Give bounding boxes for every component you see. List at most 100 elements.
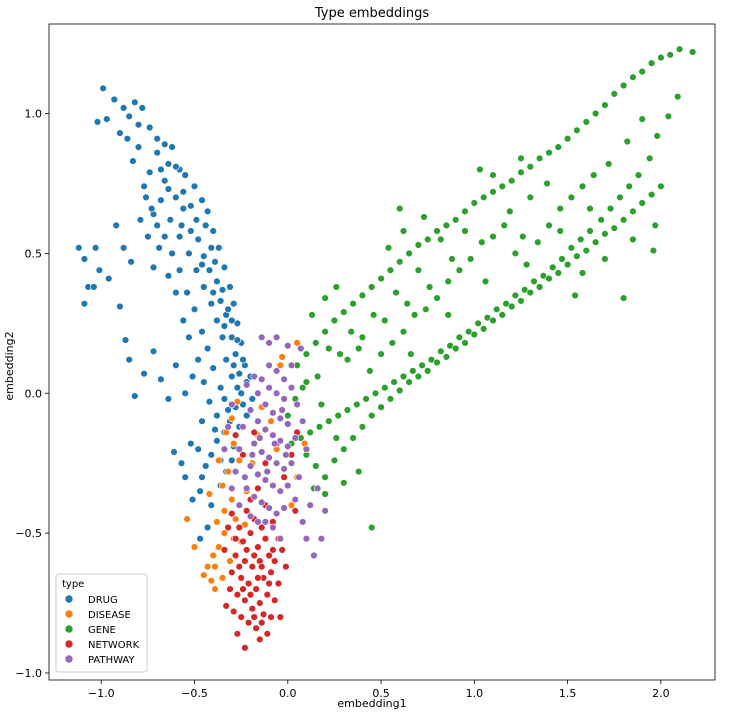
point-gene-186 [444, 311, 452, 319]
point-pathway-25 [284, 481, 292, 490]
point-network-28 [233, 630, 242, 638]
legend-label-disease: DISEASE [88, 610, 131, 621]
point-drug-113 [190, 305, 199, 313]
point-pathway-24 [276, 487, 284, 495]
point-gene-88 [330, 456, 339, 465]
point-network-46 [258, 618, 266, 627]
point-gene-18 [461, 207, 469, 216]
point-drug-14 [181, 171, 189, 179]
point-gene-115 [582, 246, 590, 255]
point-gene-30 [573, 126, 581, 135]
point-pathway-13 [291, 434, 299, 442]
point-gene-53 [576, 235, 585, 244]
point-drug-3 [131, 98, 139, 107]
point-gene-92 [368, 411, 376, 420]
y-tick-label: 0.5 [25, 247, 43, 260]
point-drug-89 [157, 196, 165, 204]
point-drug-55 [188, 495, 197, 504]
point-drug-133 [222, 356, 230, 364]
point-gene-125 [619, 294, 628, 302]
point-gene-118 [610, 224, 618, 232]
point-gene-139 [403, 300, 411, 308]
point-drug-60 [80, 255, 89, 263]
x-axis: −1.0 −0.5 0.0 0.5 1.0 1.5 2.0 [88, 680, 670, 700]
point-disease-31 [287, 501, 296, 509]
point-gene-86 [312, 462, 320, 470]
point-gene-81 [315, 423, 324, 431]
point-drug-71 [121, 336, 130, 344]
point-gene-73 [390, 378, 398, 386]
point-gene-6 [349, 300, 357, 308]
point-gene-72 [399, 372, 408, 381]
point-network-31 [222, 602, 230, 610]
point-gene-56 [548, 263, 557, 272]
point-gene-131 [506, 207, 514, 216]
point-gene-176 [589, 171, 598, 179]
point-drug-47 [213, 437, 221, 445]
point-drug-94 [192, 216, 201, 224]
point-gene-181 [355, 467, 363, 476]
point-pathway-21 [254, 470, 262, 479]
point-network-19 [241, 596, 249, 604]
point-network-44 [271, 596, 279, 604]
point-gene-166 [478, 238, 486, 246]
point-gene-120 [629, 207, 637, 216]
point-gene-198 [399, 227, 408, 235]
point-drug-129 [200, 283, 208, 291]
point-drug-28 [153, 149, 161, 157]
point-pathway-5 [269, 409, 277, 417]
point-gene-44 [664, 112, 673, 121]
point-pathway-44 [299, 417, 307, 425]
point-drug-78 [172, 361, 180, 369]
points-layer [75, 45, 697, 652]
point-pathway-38 [250, 372, 258, 381]
x-tick-label: −1.0 [88, 687, 115, 700]
point-drug-99 [224, 305, 232, 313]
point-pathway-51 [321, 507, 329, 515]
point-drug-111 [203, 344, 212, 353]
point-pathway-32 [239, 423, 247, 431]
point-network-48 [243, 546, 251, 554]
point-network-61 [239, 451, 247, 459]
point-pathway-65 [272, 333, 281, 341]
point-gene-79 [334, 411, 342, 420]
point-gene-40 [666, 51, 674, 59]
point-gene-173 [556, 204, 564, 213]
point-drug-80 [188, 372, 197, 381]
point-network-56 [254, 574, 262, 582]
point-drug-53 [203, 523, 212, 532]
point-pathway-36 [231, 467, 240, 476]
point-gene-117 [601, 230, 609, 238]
point-gene-200 [396, 204, 404, 213]
point-gene-174 [567, 193, 576, 202]
point-gene-141 [381, 316, 389, 325]
point-network-3 [246, 529, 255, 537]
point-gene-137 [425, 283, 434, 291]
point-network-32 [231, 551, 240, 560]
point-pathway-17 [272, 459, 281, 467]
point-drug-152 [230, 361, 238, 369]
point-gene-22 [498, 182, 506, 191]
point-gene-116 [591, 238, 600, 246]
point-pathway-18 [280, 465, 288, 473]
point-disease-15 [211, 585, 219, 593]
point-drug-117 [161, 232, 169, 241]
point-drug-108 [224, 406, 232, 414]
x-axis-label: embedding1 [337, 697, 406, 710]
point-network-53 [265, 579, 273, 588]
legend-marker-pathway [64, 654, 74, 664]
point-disease-10 [220, 529, 229, 537]
point-drug-114 [183, 288, 191, 297]
point-network-42 [282, 562, 290, 571]
point-pathway-2 [272, 389, 281, 397]
point-pathway-41 [280, 375, 288, 383]
point-gene-71 [409, 367, 417, 375]
point-pathway-29 [265, 504, 273, 512]
point-gene-29 [563, 135, 572, 143]
point-disease-28 [267, 417, 275, 425]
point-gene-188 [519, 232, 527, 241]
y-tick-label: −1.0 [15, 667, 42, 680]
point-gene-64 [474, 319, 482, 327]
point-gene-26 [535, 154, 544, 163]
point-pathway-43 [293, 400, 301, 409]
